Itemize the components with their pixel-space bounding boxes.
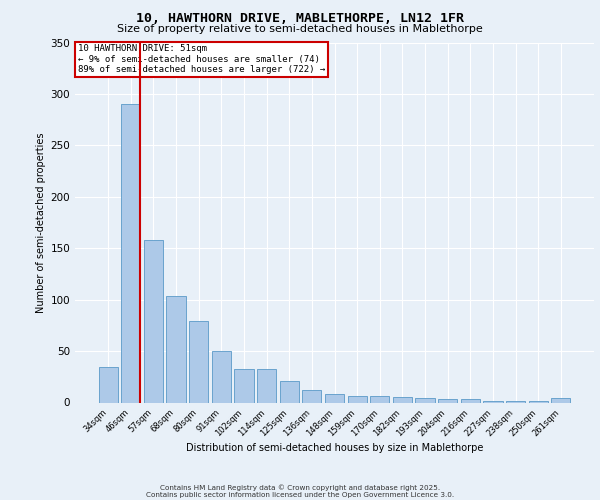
Bar xyxy=(189,321,208,402)
Text: Size of property relative to semi-detached houses in Mablethorpe: Size of property relative to semi-detach… xyxy=(117,24,483,34)
Bar xyxy=(212,351,231,403)
Y-axis label: Number of semi-detached properties: Number of semi-detached properties xyxy=(36,132,46,313)
Text: Contains public sector information licensed under the Open Government Licence 3.: Contains public sector information licen… xyxy=(146,492,454,498)
Bar xyxy=(280,381,299,402)
Text: Contains HM Land Registry data © Crown copyright and database right 2025.: Contains HM Land Registry data © Crown c… xyxy=(160,484,440,491)
Text: 10, HAWTHORN DRIVE, MABLETHORPE, LN12 1FR: 10, HAWTHORN DRIVE, MABLETHORPE, LN12 1F… xyxy=(136,12,464,26)
Bar xyxy=(235,368,254,402)
Bar xyxy=(393,398,412,402)
Bar xyxy=(98,366,118,402)
Bar xyxy=(415,398,434,402)
Bar xyxy=(461,400,480,402)
Bar xyxy=(325,394,344,402)
X-axis label: Distribution of semi-detached houses by size in Mablethorpe: Distribution of semi-detached houses by … xyxy=(186,443,483,453)
Bar xyxy=(166,296,186,403)
Bar xyxy=(551,398,571,402)
Bar xyxy=(302,390,322,402)
Bar xyxy=(121,104,140,403)
Bar xyxy=(438,400,457,402)
Text: 10 HAWTHORN DRIVE: 51sqm
← 9% of semi-detached houses are smaller (74)
89% of se: 10 HAWTHORN DRIVE: 51sqm ← 9% of semi-de… xyxy=(77,44,325,74)
Bar xyxy=(347,396,367,402)
Bar xyxy=(370,396,389,402)
Bar xyxy=(144,240,163,402)
Bar xyxy=(257,368,276,402)
